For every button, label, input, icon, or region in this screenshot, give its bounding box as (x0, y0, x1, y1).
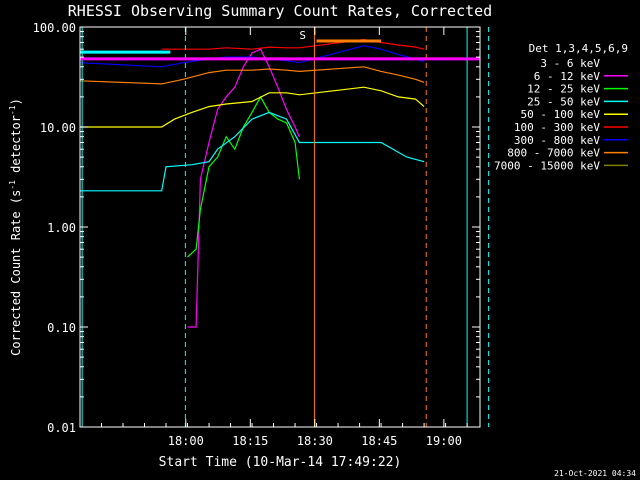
series-line-4 (80, 86, 425, 128)
y-axis-label-sup1: -1 (8, 180, 17, 190)
legend-label: 6 - 12 keV (534, 70, 601, 83)
legend-title: Det 1,3,4,5,6,9 (529, 42, 628, 55)
y-axis-label-sup2: -1 (8, 105, 17, 115)
x-tick-label: 18:15 (232, 434, 268, 448)
x-tick-label: 18:00 (168, 434, 204, 448)
y-axis-label-mid: detector (9, 115, 23, 180)
overlay-layer: S (80, 27, 490, 427)
y-tick-label: 0.01 (47, 421, 76, 435)
series-line-2 (187, 95, 300, 258)
legend-label: 50 - 100 keV (521, 108, 601, 121)
y-tick-label: 0.10 (47, 321, 76, 335)
x-tick-label: 18:30 (297, 434, 333, 448)
y-axis-label: Corrected Count Rate (s-1 detector-1) (8, 98, 23, 356)
x-axis: 18:00 18:15 18:30 18:45 19:00 (79, 27, 468, 448)
series-line-3 (80, 111, 425, 192)
legend-label: 3 - 6 keV (540, 57, 600, 70)
plot-frame (79, 26, 481, 428)
series-line-5 (161, 38, 425, 50)
legend-label: 25 - 50 keV (527, 95, 600, 108)
x-tick-label: 18:45 (361, 434, 397, 448)
series-line-0 (187, 118, 300, 338)
series-line-1 (187, 48, 300, 328)
legend-label: 7000 - 15000 keV (494, 159, 600, 172)
legend-label: 12 - 25 keV (527, 83, 600, 96)
saa-label: S (299, 29, 306, 42)
x-tick-label: 19:00 (426, 434, 462, 448)
y-tick-label: 1.00 (47, 221, 76, 235)
series-layer (79, 38, 425, 338)
legend-label: 300 - 800 keV (514, 134, 600, 147)
chart-title: RHESSI Observing Summary Count Rates, Co… (68, 2, 492, 20)
y-tick-label: 10.00 (40, 121, 76, 135)
y-axis-label-end: ) (9, 98, 23, 105)
x-axis-label: Start Time (10-Mar-14 17:49:22) (159, 455, 402, 470)
y-axis-label-main: Corrected Count Rate (s (9, 190, 23, 356)
y-axis: 100.00 10.00 1.00 0.10 0.01 (33, 21, 480, 435)
footer-timestamp: 21-Oct-2021 04:34 (554, 469, 636, 478)
legend-label: 100 - 300 keV (514, 121, 600, 134)
series-line-7 (79, 66, 425, 85)
legend-label: 800 - 7000 keV (507, 147, 600, 160)
y-tick-label: 100.00 (33, 21, 76, 35)
